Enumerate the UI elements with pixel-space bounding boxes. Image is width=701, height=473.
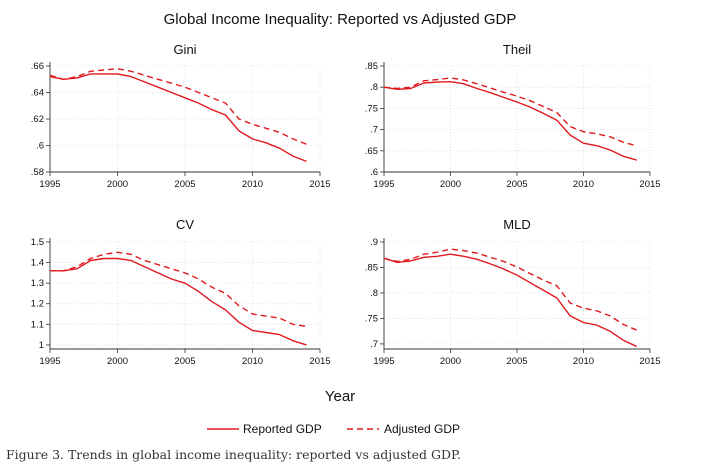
x-tick-label: 2000 <box>440 356 461 367</box>
x-tick-label: 2010 <box>242 179 263 190</box>
x-tick-label: 2015 <box>639 179 660 190</box>
series-line-gini-reported <box>49 73 307 163</box>
y-tick-label: .65 <box>365 146 378 157</box>
y-tick-label: 1.1 <box>31 319 44 330</box>
series-line-gini-adjusted <box>49 67 307 145</box>
legend-label-adjusted: Adjusted GDP <box>384 422 460 436</box>
x-tick-label: 2005 <box>506 179 527 190</box>
y-tick-label: 1.3 <box>31 278 44 289</box>
y-tick-label: .85 <box>365 61 378 72</box>
panel-title-gini: Gini <box>173 42 196 57</box>
panel-title-theil: Theil <box>503 42 531 57</box>
panel-title-mld: MLD <box>503 217 530 232</box>
y-tick-label: 1.2 <box>31 299 44 310</box>
x-tick-label: 2005 <box>174 179 195 190</box>
x-tick-label: 2005 <box>174 356 195 367</box>
y-tick-label: 1 <box>39 340 44 351</box>
figure-caption: Figure 3. Trends in global income inequa… <box>6 447 461 462</box>
y-tick-label: .6 <box>36 141 44 152</box>
x-tick-label: 1995 <box>39 356 60 367</box>
panel-gini: Gini .58 .6 .62 .64 .66 1995 2000 2005 2010 2015 <box>31 42 331 190</box>
y-tick-label: .75 <box>365 103 378 114</box>
y-tick-label: .7 <box>370 339 378 350</box>
series-line-cv-reported <box>50 257 307 346</box>
x-tick-label: 1995 <box>39 179 60 190</box>
y-tick-label: 1.5 <box>31 237 44 248</box>
y-tick-label: .8 <box>370 82 378 93</box>
y-tick-label: .6 <box>370 167 378 178</box>
legend: Reported GDP Adjusted GDP <box>207 422 460 436</box>
panel-title-cv: CV <box>176 217 194 232</box>
legend-label-reported: Reported GDP <box>243 422 322 436</box>
x-tick-label: 2010 <box>573 179 594 190</box>
series-line-mld-adjusted <box>383 248 637 331</box>
series-line-theil-adjusted <box>383 77 637 147</box>
x-tick-label: 2010 <box>573 356 594 367</box>
x-tick-label: 2015 <box>639 356 660 367</box>
x-tick-label: 2000 <box>440 179 461 190</box>
x-tick-label: 2000 <box>107 179 128 190</box>
series-line-cv-adjusted <box>50 251 307 328</box>
y-tick-label: .9 <box>370 237 378 248</box>
y-tick-label: .62 <box>31 114 44 125</box>
panel-theil: Theil .6 .65 .7 .75 .8 .85 1995 2000 2005 2010 2015 <box>365 42 661 190</box>
series-line-theil-reported <box>383 80 637 161</box>
series-line-mld-reported <box>383 253 637 348</box>
y-tick-label: .7 <box>370 125 378 136</box>
y-tick-label: .8 <box>370 288 378 299</box>
x-tick-label: 2000 <box>107 356 128 367</box>
panel-mld: MLD .7 .75 .8 .85 .9 1995 2000 2005 2010 2015 <box>365 217 661 367</box>
x-tick-label: 2005 <box>506 356 527 367</box>
y-tick-label: .75 <box>365 313 378 324</box>
x-tick-label: 2015 <box>309 179 330 190</box>
chart-title: Global Income Inequality: Reported vs Ad… <box>164 11 517 28</box>
y-tick-label: .85 <box>365 262 378 273</box>
y-tick-label: .66 <box>31 61 44 72</box>
panel-cv: CV 1 1.1 1.2 1.3 1.4 1.5 1995 2000 2005 2010 2015 <box>31 217 331 367</box>
x-tick-label: 2015 <box>309 356 330 367</box>
x-axis-label: Year <box>325 388 355 405</box>
x-tick-label: 1995 <box>373 356 394 367</box>
x-tick-label: 2010 <box>242 356 263 367</box>
y-tick-label: .64 <box>31 88 44 99</box>
y-tick-label: 1.4 <box>31 258 44 269</box>
x-tick-label: 1995 <box>373 179 394 190</box>
y-tick-label: .58 <box>31 167 44 178</box>
